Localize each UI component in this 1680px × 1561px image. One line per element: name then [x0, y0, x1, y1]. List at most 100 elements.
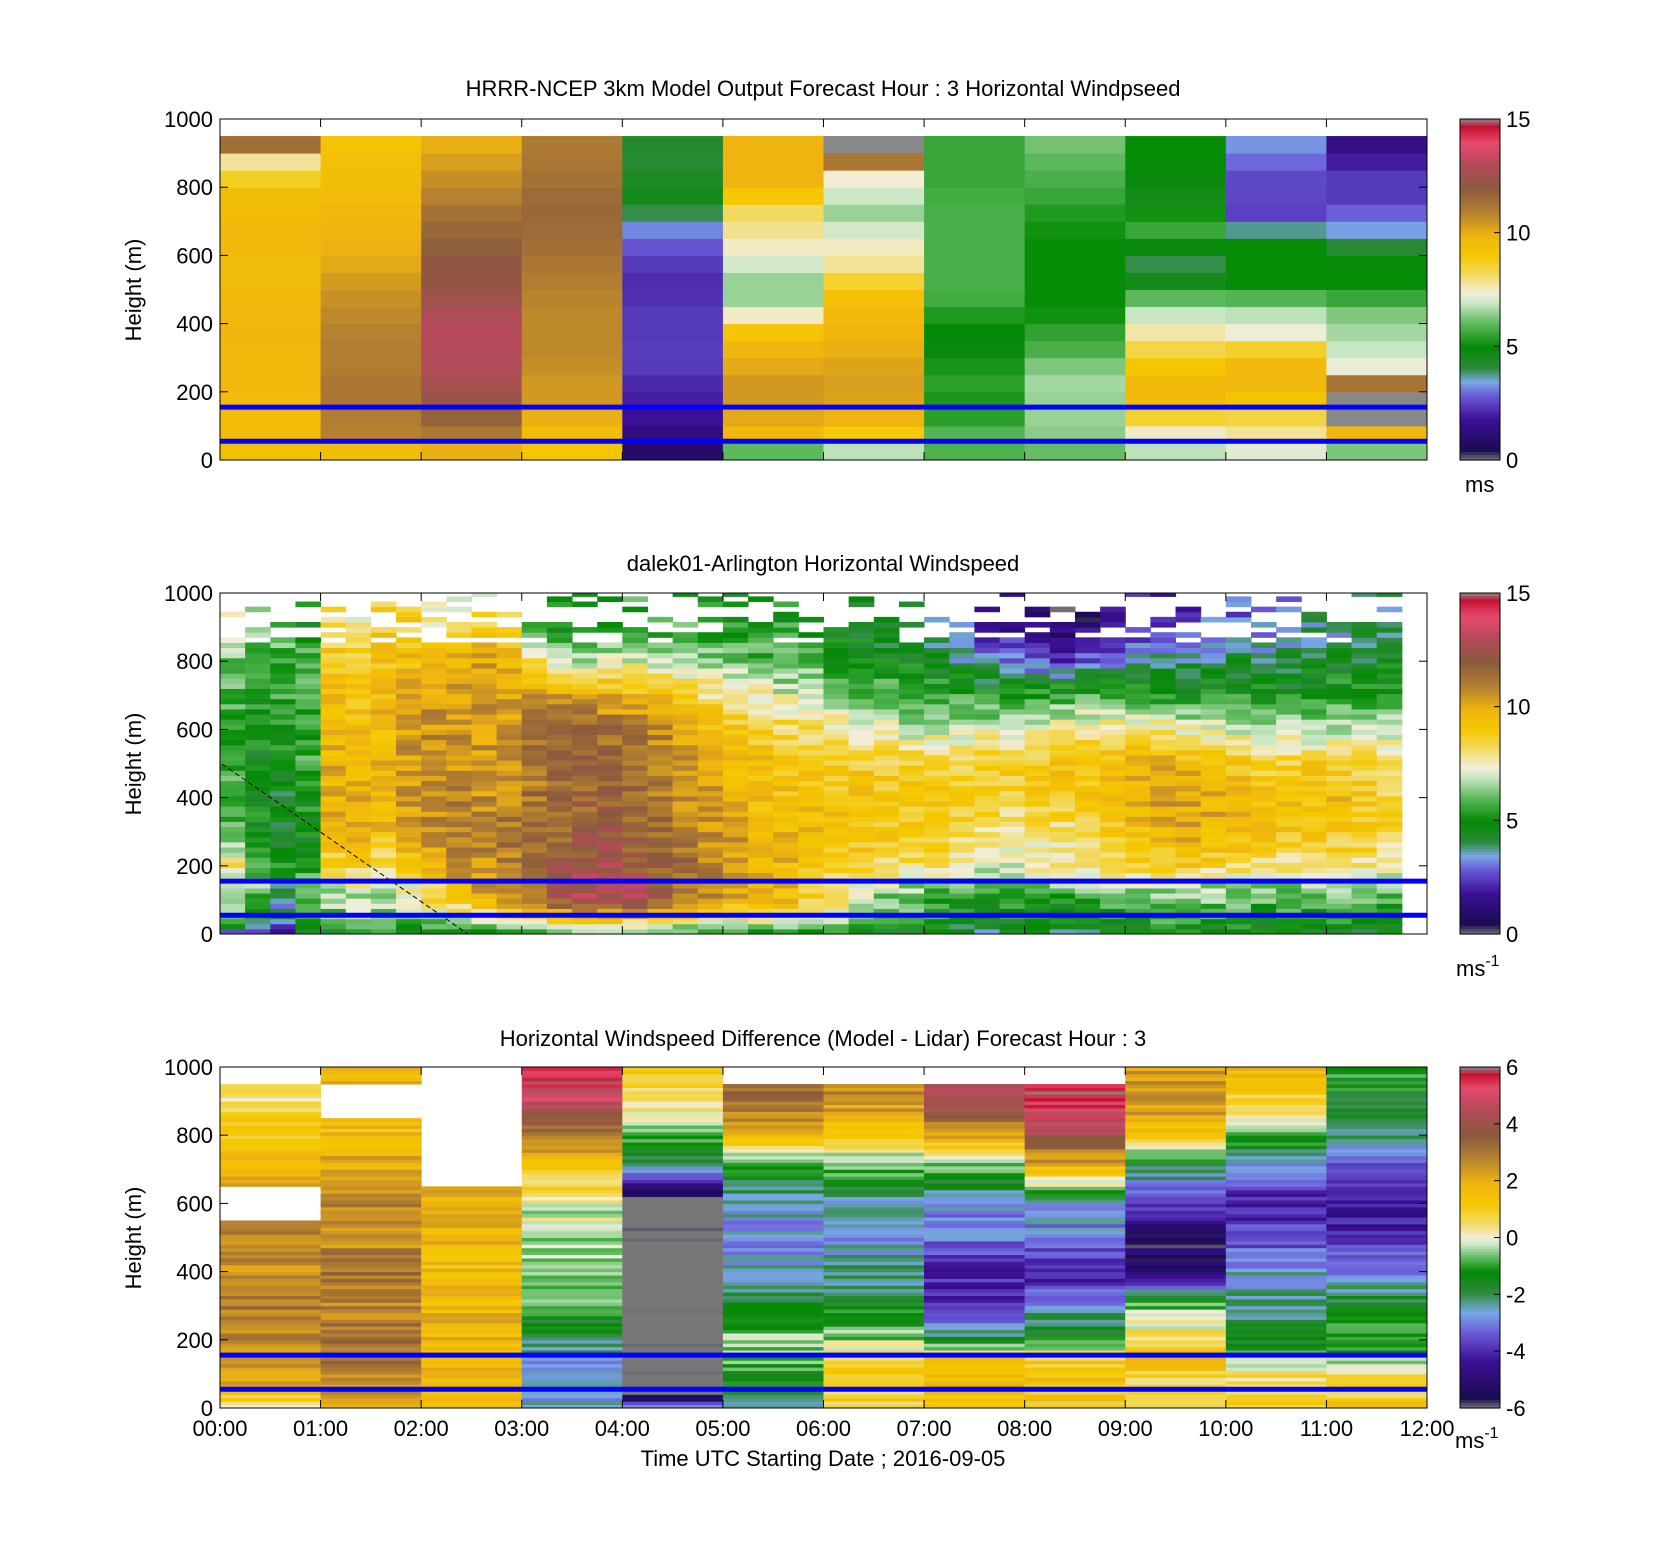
heatmap-cell — [722, 1278, 824, 1283]
heatmap-cell — [898, 928, 925, 934]
heatmap-cell — [320, 703, 347, 710]
heatmap-cell — [924, 204, 1026, 222]
heatmap-cell — [1225, 811, 1252, 817]
heatmap-cell — [1125, 908, 1151, 915]
heatmap-cell — [1351, 836, 1378, 843]
heatmap-cell — [1125, 1332, 1227, 1337]
heatmap-cell — [798, 826, 824, 833]
heatmap-cell — [320, 1189, 422, 1194]
heatmap-cell — [1326, 765, 1353, 771]
heatmap-cell — [521, 1070, 623, 1075]
heatmap-cell — [421, 1213, 523, 1218]
heatmap-cell — [1276, 898, 1302, 904]
heatmap-cell — [446, 831, 472, 838]
heatmap-cell — [773, 611, 799, 618]
heatmap-cell — [974, 719, 1001, 725]
heatmap-cell — [722, 1336, 824, 1341]
heatmap-cell — [521, 1319, 623, 1324]
heatmap-cell — [220, 1251, 322, 1256]
heatmap-cell — [848, 683, 875, 689]
colorbar-segment — [1460, 178, 1500, 183]
heatmap-cell — [722, 408, 824, 427]
heatmap-cell — [597, 923, 623, 930]
heatmap-cell — [1150, 811, 1177, 817]
heatmap-cell — [999, 621, 1026, 628]
heatmap-cell — [546, 760, 573, 766]
heatmap-cell — [924, 1118, 1026, 1123]
heatmap-cell — [446, 627, 472, 633]
heatmap-cell — [1225, 1142, 1327, 1146]
heatmap-cell — [1225, 1203, 1327, 1208]
heatmap-cell — [1024, 1288, 1126, 1293]
heatmap-cell — [1326, 1281, 1427, 1286]
heatmap-cell — [999, 903, 1026, 909]
heatmap-cell — [1150, 657, 1177, 664]
heatmap-cell — [320, 632, 347, 638]
colorbar-segment — [1460, 1132, 1500, 1136]
heatmap-cell — [823, 729, 850, 736]
heatmap-cell — [320, 1067, 422, 1071]
heatmap-cell — [1125, 1264, 1227, 1269]
heatmap-cell — [546, 857, 573, 863]
heatmap-cell — [521, 882, 548, 889]
heatmap-cell — [672, 678, 699, 684]
heatmap-cell — [1225, 1152, 1327, 1157]
heatmap-cell — [1225, 1257, 1327, 1262]
heatmap-cell — [1376, 847, 1403, 853]
heatmap-cell — [722, 898, 749, 904]
heatmap-cell — [471, 678, 498, 684]
heatmap-cell — [1024, 760, 1051, 766]
heatmap-cell — [1125, 836, 1151, 843]
colorbar-segment — [1460, 703, 1500, 708]
heatmap-cell — [1301, 683, 1327, 689]
heatmap-cell — [924, 662, 950, 669]
heatmap-cell — [1225, 1251, 1327, 1256]
heatmap-cell — [1301, 724, 1327, 730]
heatmap-cell — [1175, 923, 1202, 930]
heatmap-cell — [622, 1084, 724, 1088]
heatmap-cell — [722, 1186, 824, 1191]
heatmap-cell — [1200, 668, 1227, 674]
heatmap-cell — [622, 340, 724, 359]
colorbar-segment — [1460, 615, 1500, 620]
colorbar-segment — [1460, 292, 1500, 296]
heatmap-cell — [471, 872, 498, 879]
heatmap-cell — [949, 668, 975, 674]
heatmap-cell — [370, 790, 397, 797]
heatmap-cell — [320, 1309, 422, 1314]
heatmap-cell — [270, 893, 296, 899]
heatmap-cell — [546, 749, 573, 756]
heatmap-cell — [848, 872, 875, 879]
heatmap-cell — [647, 775, 674, 782]
heatmap-cell — [823, 785, 850, 792]
heatmap-cell — [672, 857, 699, 863]
heatmap-cell — [823, 1254, 925, 1259]
heatmap-cell — [270, 657, 296, 664]
heatmap-cell — [320, 272, 422, 290]
colorbar-tick-label: 5 — [1506, 334, 1518, 359]
heatmap-cell — [295, 867, 322, 874]
heatmap-cell — [1100, 811, 1126, 817]
heatmap-cell — [421, 790, 447, 797]
heatmap-cell — [1175, 678, 1202, 684]
heatmap-cell — [898, 852, 925, 858]
heatmap-cell — [1074, 862, 1101, 869]
heatmap-cell — [220, 1097, 322, 1102]
heatmap-cell — [1049, 621, 1076, 628]
heatmap-cell — [1301, 867, 1327, 874]
heatmap-cell — [798, 765, 824, 771]
heatmap-cell — [1024, 642, 1051, 649]
heatmap-cell — [421, 1264, 523, 1269]
heatmap-cell — [1175, 739, 1202, 746]
heatmap-cell — [521, 1404, 623, 1408]
heatmap-cell — [1326, 744, 1353, 751]
heatmap-cell — [471, 770, 498, 776]
heatmap-cell — [924, 1107, 1026, 1112]
heatmap-cell — [1326, 887, 1353, 894]
heatmap-cell — [924, 1251, 1026, 1256]
heatmap-cell — [798, 887, 824, 894]
heatmap-cell — [873, 729, 900, 736]
x-ticks-model — [219, 119, 1428, 460]
heatmap-cell — [873, 862, 900, 869]
